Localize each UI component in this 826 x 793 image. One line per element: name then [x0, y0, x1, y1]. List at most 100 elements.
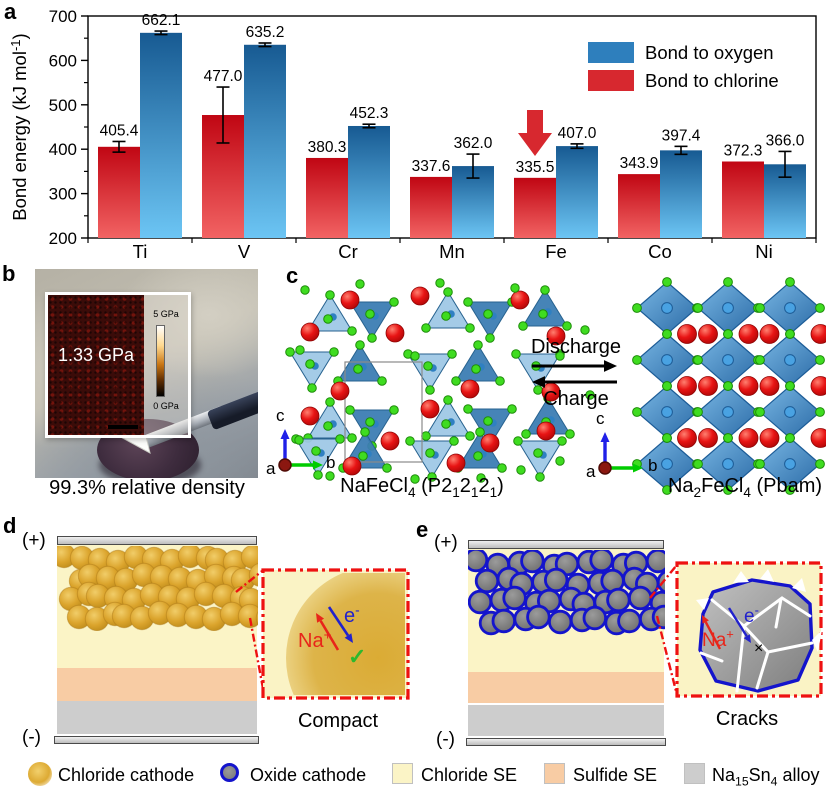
bar	[98, 146, 140, 238]
value-label: 343.9	[620, 155, 659, 172]
bar	[140, 32, 182, 238]
axis-indicator-left	[278, 429, 323, 472]
x-category-label: Mn	[439, 241, 465, 262]
bar	[306, 157, 348, 238]
legend-label: Bond to chlorine	[645, 70, 779, 91]
value-label: 662.1	[142, 12, 181, 29]
cracks-inset	[675, 561, 823, 698]
y-tick-label: 600	[49, 51, 77, 70]
chloride-se-swatch-icon	[392, 763, 413, 784]
y-tick-label: 700	[49, 7, 77, 26]
panel-d-label: d	[3, 513, 17, 538]
highlight-arrow-icon	[518, 110, 552, 156]
legend-chloride-se: Chloride SE	[421, 765, 518, 785]
value-label: 372.3	[724, 142, 763, 159]
panel-e-caption: Cracks	[715, 708, 779, 730]
value-label: 397.4	[662, 127, 701, 144]
panel-d-sulfide-se-layer	[57, 668, 257, 701]
value-label: 635.2	[246, 24, 285, 41]
x-category-label: V	[238, 241, 251, 262]
color-scale-bar	[156, 325, 165, 397]
value-label: 335.5	[516, 159, 555, 176]
value-label: 477.0	[204, 68, 243, 85]
panel-d-electron-label: e-	[344, 602, 360, 627]
axis-c-label-left: c	[276, 406, 285, 425]
modulus-value: 1.33 GPa	[57, 345, 135, 365]
axis-a-label-right: a	[586, 462, 596, 481]
bar	[410, 176, 452, 238]
bar	[660, 150, 702, 238]
sulfide-se-swatch-icon	[544, 763, 565, 784]
nafecl4-structure	[285, 285, 575, 482]
value-label: 366.0	[766, 132, 805, 149]
value-label: 452.3	[350, 105, 389, 122]
panel-d-bottom-electrode	[54, 736, 259, 744]
panel-b-label: b	[2, 261, 16, 286]
bar	[556, 146, 598, 238]
panel-d-top-electrode	[57, 536, 257, 545]
bar	[244, 44, 286, 239]
panel-d-chloride-se-layer	[57, 545, 257, 668]
x-category-label: Ni	[755, 241, 772, 262]
axis-indicator-right	[598, 432, 643, 475]
axis-b-label-right: b	[648, 456, 658, 475]
nanoindentation-inset: 1.33 GPa 5 GPa 0 GPa	[45, 292, 191, 438]
panel-d-positive-terminal: (+)	[22, 530, 46, 551]
compact-inset	[261, 568, 410, 700]
panel-c-label: c	[286, 263, 299, 288]
panel-d-alloy-layer	[57, 701, 257, 734]
panel-b-caption: 99.3% relative density	[49, 477, 245, 499]
x-category-label: Co	[648, 241, 672, 262]
legend-oxide-cathode: Oxide cathode	[250, 765, 367, 785]
color-scale-min: 0 GPa	[153, 401, 179, 411]
panel-a-label: a	[4, 0, 17, 24]
value-label: 405.4	[100, 122, 139, 139]
x-category-label: Ti	[133, 241, 148, 262]
bar	[618, 174, 660, 238]
cross-icon: ×	[754, 640, 764, 657]
bar	[348, 125, 390, 238]
legend-swatch	[588, 42, 634, 63]
value-label: 380.3	[308, 139, 347, 156]
discharge-charge-arrows-icon	[532, 360, 617, 388]
structure-left-caption: NaFeCl4 (P212121)	[340, 475, 504, 500]
alloy-swatch-icon	[684, 763, 705, 784]
value-label: 362.0	[454, 135, 493, 152]
value-label: 337.6	[412, 158, 451, 175]
y-tick-label: 400	[49, 140, 77, 159]
legend-swatch	[588, 70, 634, 91]
panel-e-sodium-ion-label: Na+	[702, 626, 734, 651]
panel-e-negative-terminal: (-)	[436, 729, 455, 750]
structure-right-caption: Na2FeCl4 (Pbam)	[667, 475, 823, 500]
panel-d-caption: Compact	[297, 710, 379, 732]
y-tick-label: 300	[49, 185, 77, 204]
na2fecl4-structure	[632, 277, 825, 495]
legend-label: Bond to oxygen	[645, 42, 774, 63]
panel-e-chloride-se-layer	[468, 549, 664, 672]
axis-b-label-left: b	[326, 453, 336, 472]
checkmark-icon: ✓	[348, 644, 367, 669]
panel-e-positive-terminal: (+)	[434, 532, 458, 553]
discharge-label: Discharge	[530, 336, 622, 358]
axis-c-label-right: c	[596, 409, 605, 428]
y-axis-label: Bond energy (kJ mol-1)	[8, 33, 30, 220]
x-category-label: Fe	[545, 241, 567, 262]
legend-sulfide-se: Sulfide SE	[573, 765, 658, 785]
panel-e-electron-label: e-	[744, 602, 759, 627]
panel-e-top-electrode	[468, 540, 664, 549]
unit-cell-outline	[344, 361, 423, 463]
bond-energy-chart: 200 300 400 500 600 700 405.4 662.1 Ti 477.0 635.2…	[8, 7, 817, 262]
y-tick-label: 500	[49, 96, 77, 115]
legend-alloy: Na15Sn4 alloy	[712, 765, 820, 789]
color-scale-max: 5 GPa	[153, 309, 179, 319]
panel-d-negative-terminal: (-)	[22, 727, 41, 748]
panel-d-sodium-ion-label: Na+	[298, 627, 332, 652]
panel-e-bottom-electrode	[466, 738, 666, 746]
axis-a-label-left: a	[266, 459, 276, 478]
chloride-cathode-swatch-icon	[28, 762, 52, 786]
modulus-map-image: 1.33 GPa	[48, 295, 144, 435]
bar	[722, 161, 764, 238]
legend-chloride-cathode: Chloride cathode	[58, 765, 195, 785]
panel-e-alloy-layer	[468, 705, 664, 736]
